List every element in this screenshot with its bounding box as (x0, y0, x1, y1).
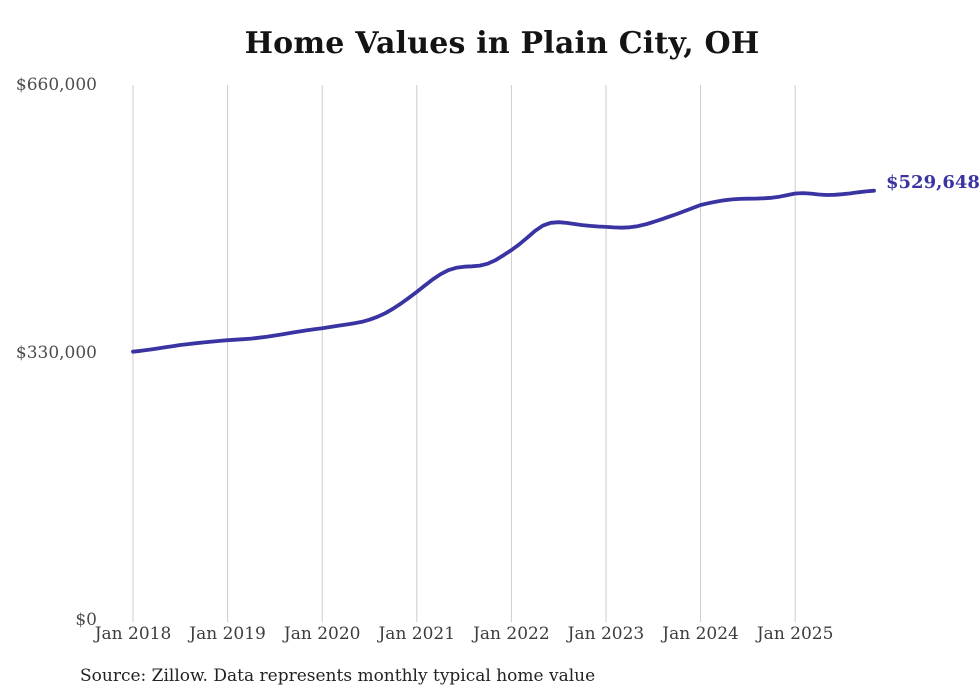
x-tick-label: Jan 2018 (94, 624, 172, 644)
y-tick-label: $330,000 (15, 342, 97, 363)
x-tick-label: Jan 2019 (189, 624, 266, 644)
x-tick-label: Jan 2025 (756, 624, 834, 644)
home-value-series-line (131, 188, 876, 354)
source-note: Source: Zillow. Data represents monthly … (80, 666, 596, 686)
y-tick-label: $660,000 (15, 75, 97, 95)
x-tick-label: Jan 2021 (378, 624, 456, 644)
chart-title: Home Values in Plain City, OH (244, 26, 760, 61)
x-tick-label: Jan 2024 (662, 624, 739, 644)
x-tick-label: Jan 2020 (283, 624, 361, 644)
latest-value-label: $529,648 (886, 171, 980, 193)
y-tick-label: $0 (75, 610, 97, 630)
x-tick-label: Jan 2022 (473, 624, 550, 644)
x-tick-label: Jan 2023 (567, 624, 645, 644)
